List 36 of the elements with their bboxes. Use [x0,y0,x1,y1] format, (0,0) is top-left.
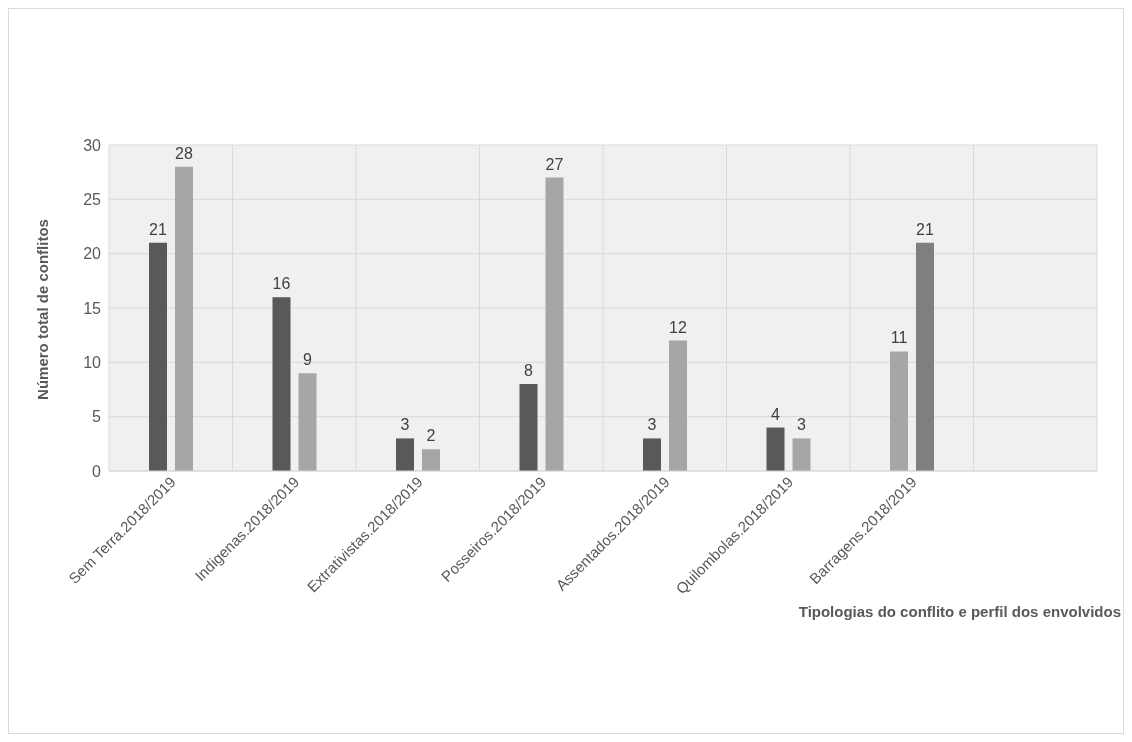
bar [669,340,687,471]
bar [643,438,661,471]
bar [916,242,934,471]
bar [272,297,291,471]
bar [298,373,317,471]
data-label: 16 [272,275,291,293]
data-label: 11 [890,329,908,347]
data-label: 12 [669,318,687,336]
bar [792,438,811,471]
data-label: 3 [647,416,657,434]
bar [175,166,193,471]
y-tick-label: 0 [92,462,102,480]
data-label: 21 [916,220,934,238]
bar [766,427,785,471]
data-label: 27 [545,155,564,173]
data-label: 3 [400,416,410,434]
data-label: 9 [303,351,313,369]
data-label: 21 [149,220,167,238]
y-tick-label: 5 [92,408,102,426]
y-tick-label: 10 [83,354,102,372]
y-tick-label: 15 [83,299,102,317]
y-axis-title: Número total de conflitos [33,218,51,400]
bar [149,242,167,471]
y-tick-label: 30 [83,136,102,154]
bar [422,449,440,471]
data-label: 8 [524,362,534,380]
y-tick-label: 25 [83,191,102,209]
bar [545,177,564,471]
bar [396,438,414,471]
data-label: 2 [426,427,436,445]
bar [519,384,538,471]
data-label: 4 [771,405,781,423]
x-axis-title: Tipologias do conflito e perfil dos envolvidos [798,603,1121,620]
y-tick-label: 20 [83,245,102,263]
data-label: 3 [797,416,807,434]
data-label: 28 [175,144,193,162]
